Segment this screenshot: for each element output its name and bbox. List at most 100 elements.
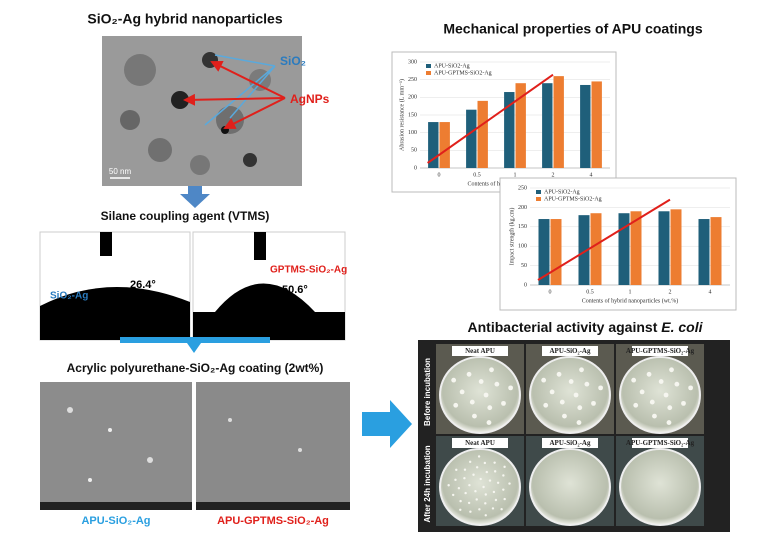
bar [538, 219, 550, 285]
colony [496, 481, 500, 484]
ca-label: GPTMS-SiO₂-Ag [270, 265, 347, 276]
antibacterial-title: Antibacterial activity against E. coli [468, 319, 704, 335]
down-arrow [180, 186, 210, 208]
legend-label: APU-GPTMS-SiO2-Ag [434, 70, 492, 76]
colony [556, 371, 562, 377]
colony [549, 389, 555, 395]
bar [670, 209, 682, 285]
colony [455, 468, 458, 472]
sem-images [40, 382, 350, 510]
bar [542, 83, 553, 168]
x-tick-label: 1 [629, 289, 632, 295]
colony [451, 377, 457, 383]
bar [553, 76, 564, 168]
column-label: APU-GPTMS-SiO₂-Ag [626, 347, 695, 355]
x-tick-label: 0.5 [586, 289, 594, 295]
colony [501, 400, 506, 406]
colony [463, 468, 467, 471]
y-axis-label: Abrasion resistance (L mm⁻¹) [398, 79, 405, 151]
legend-label: APU-GPTMS-SiO2-Ag [544, 196, 602, 202]
x-tick-label: 4 [590, 172, 593, 178]
colony [487, 405, 493, 411]
sem-label: APU-GPTMS-SiO₂-Ag [217, 515, 329, 527]
ca-label: SiO₂-Ag [50, 291, 88, 302]
colony [459, 499, 462, 503]
ca-value: 50.6° [282, 284, 308, 296]
colony [451, 493, 455, 497]
colony [475, 498, 478, 501]
colony [500, 507, 503, 511]
colony [474, 489, 477, 493]
x-tick-label: 2 [552, 172, 555, 178]
column-label: Neat APU [465, 347, 495, 355]
title-text: Antibacterial activity against [468, 319, 662, 335]
colony [459, 389, 465, 395]
colony [541, 377, 547, 383]
bar [477, 100, 488, 168]
colony [486, 420, 492, 425]
colony [468, 460, 472, 464]
bar [578, 215, 590, 285]
legend-swatch [426, 64, 431, 68]
bar [710, 217, 722, 285]
colony [467, 501, 471, 505]
colony [598, 385, 604, 391]
colony [646, 371, 652, 377]
colony [591, 400, 596, 406]
y-tick-label: 150 [518, 224, 527, 230]
y-tick-label: 50 [521, 263, 527, 269]
colony [568, 379, 574, 384]
colony [502, 474, 505, 477]
x-tick-label: 0 [549, 289, 552, 295]
tem-image: 50 nm [102, 36, 302, 186]
row-label: After 24h incubation [423, 445, 432, 522]
sem-label: APU-SiO₂-Ag [81, 515, 150, 527]
x-tick-label: 4 [709, 289, 712, 295]
colony [483, 461, 487, 465]
colony [478, 508, 481, 511]
y-tick-label: 300 [408, 59, 417, 65]
y-tick-label: 200 [518, 205, 527, 211]
y-tick-label: 50 [411, 148, 417, 154]
colony [457, 487, 461, 490]
colony [576, 420, 582, 425]
colony [579, 367, 584, 373]
petri-dish [439, 356, 521, 434]
column-label: APU-SiO₂-Ag [550, 439, 591, 447]
colony [577, 405, 583, 411]
colony [453, 402, 459, 408]
colony [666, 420, 672, 425]
colony [493, 461, 496, 464]
bar [439, 122, 450, 168]
bar [466, 109, 477, 168]
colony [493, 470, 497, 473]
bar [550, 219, 562, 285]
scale-label: 50 nm [109, 167, 132, 176]
legend-swatch [536, 197, 541, 201]
colony [454, 478, 457, 482]
petri-dish [529, 356, 611, 434]
y-tick-label: 100 [518, 244, 527, 250]
colony [562, 413, 567, 419]
colony [663, 392, 669, 398]
bar [630, 211, 642, 285]
bar [515, 83, 526, 168]
petri-dish [439, 448, 521, 526]
colony [543, 402, 549, 408]
bar [698, 219, 710, 285]
bar [580, 84, 591, 168]
colony [489, 367, 494, 373]
column-label: Neat APU [465, 439, 495, 447]
colony [649, 399, 655, 405]
colony [688, 385, 694, 391]
dish-panel: Neat APU Neat APU APU-SiO₂-Ag APU-SiO₂-Ag AP… [418, 340, 730, 532]
colony [658, 379, 664, 384]
colony [459, 508, 462, 512]
colony [472, 473, 475, 476]
y-tick-label: 250 [518, 185, 527, 191]
bar [591, 81, 602, 168]
colony [494, 498, 498, 502]
colony [484, 493, 487, 496]
